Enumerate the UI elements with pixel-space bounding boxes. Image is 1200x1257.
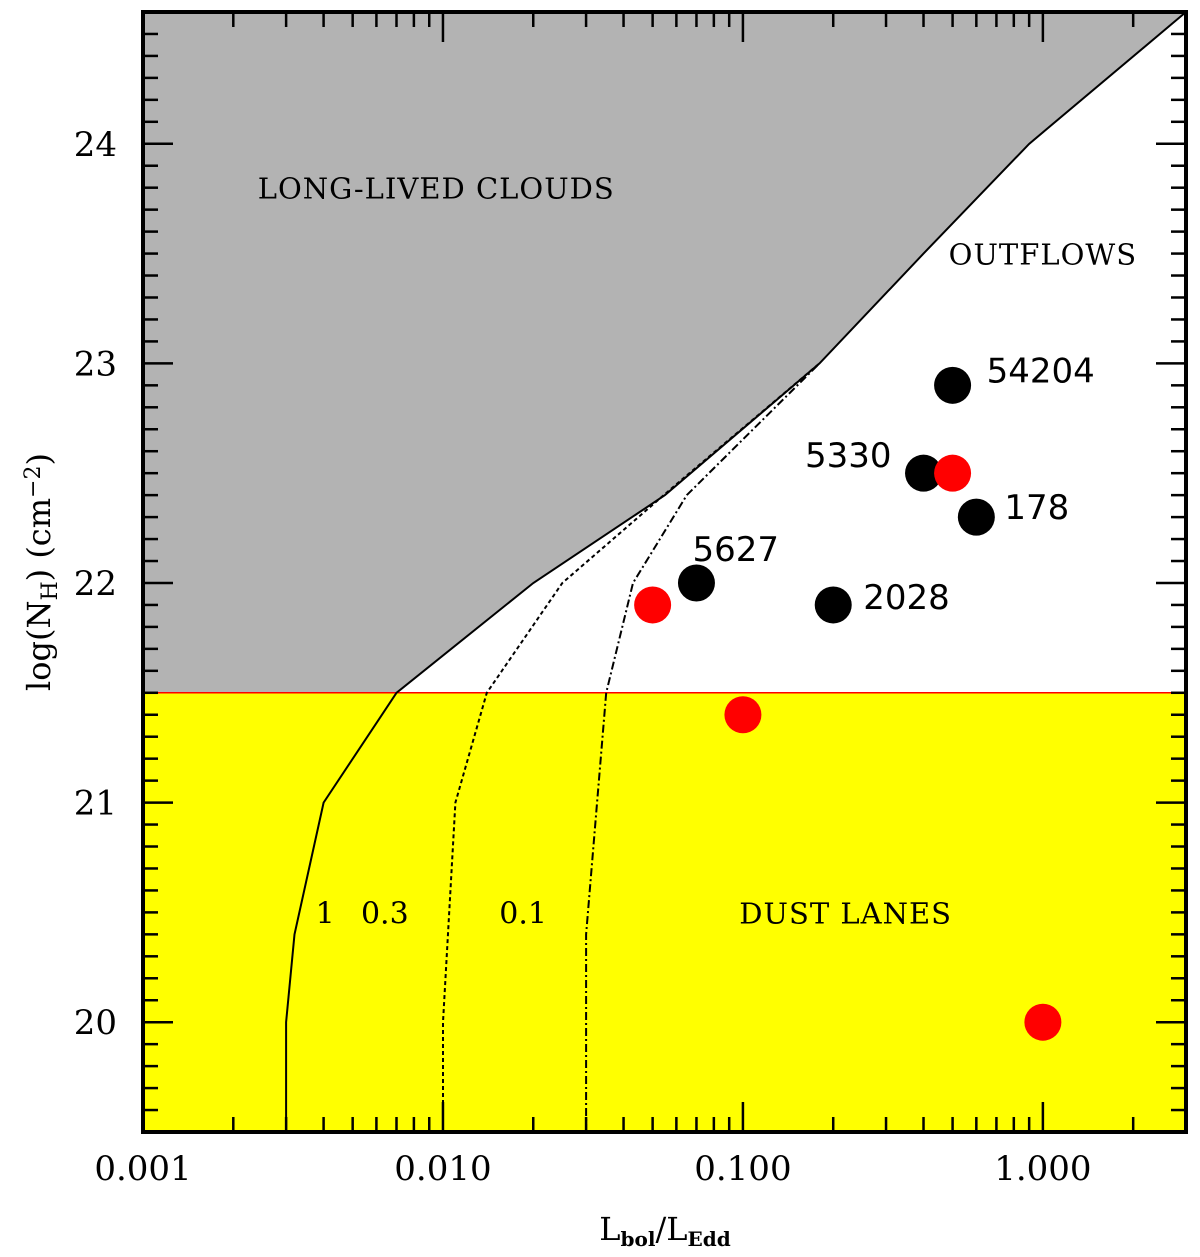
dust-lanes-region: [143, 692, 1186, 1132]
x-tick-label: 0.010: [394, 1149, 491, 1189]
y-tick-label: 21: [74, 784, 117, 824]
point-label: 178: [1004, 488, 1069, 528]
x-axis-title: Lbol/LEdd: [599, 1210, 730, 1251]
plot-frame: [141, 10, 1188, 1134]
y-tick-label: 23: [74, 344, 117, 384]
y-axis-title: log(NH) (cm−2): [20, 453, 63, 691]
point-label: 54204: [987, 351, 1095, 391]
data-point: [905, 454, 943, 492]
data-point: [724, 696, 762, 734]
point-label: 5627: [692, 530, 779, 570]
point-label: 2028: [863, 578, 950, 618]
labels: 0.001 0.010 0.100 1.000 20 21 22 23 24 LONG-LIVED…: [20, 125, 1137, 1251]
x-tick-label: 1.000: [994, 1149, 1091, 1189]
long-lived-clouds-region: [143, 12, 1186, 693]
region-label: DUST LANES: [739, 896, 952, 930]
axes: [141, 10, 1188, 1134]
data-point: [1024, 1003, 1062, 1041]
data-points: [634, 366, 1062, 1041]
y-tick-label: 20: [74, 1003, 117, 1043]
point-label: 5330: [805, 436, 892, 476]
x-tick-label: 0.001: [94, 1149, 191, 1189]
y-tick-label: 22: [74, 564, 117, 604]
data-point: [677, 564, 715, 602]
curves: [285, 12, 1186, 1132]
region-label: OUTFLOWS: [949, 238, 1137, 272]
data-point: [957, 498, 995, 536]
region-label: LONG-LIVED CLOUDS: [258, 172, 615, 206]
x-tick-label: 0.100: [694, 1149, 791, 1189]
data-point: [934, 366, 972, 404]
curve-dashed: [442, 362, 821, 1132]
curve-label: 0.3: [361, 896, 409, 931]
curve-solid: [285, 12, 1186, 1132]
regions: [143, 12, 1186, 1132]
data-point: [934, 454, 972, 492]
curve-label: 0.1: [499, 896, 547, 931]
data-point: [634, 586, 672, 624]
curve-dashdot: [585, 362, 821, 1132]
curve-label: 1: [316, 896, 335, 931]
data-point: [814, 586, 852, 624]
y-tick-label: 24: [74, 125, 117, 165]
